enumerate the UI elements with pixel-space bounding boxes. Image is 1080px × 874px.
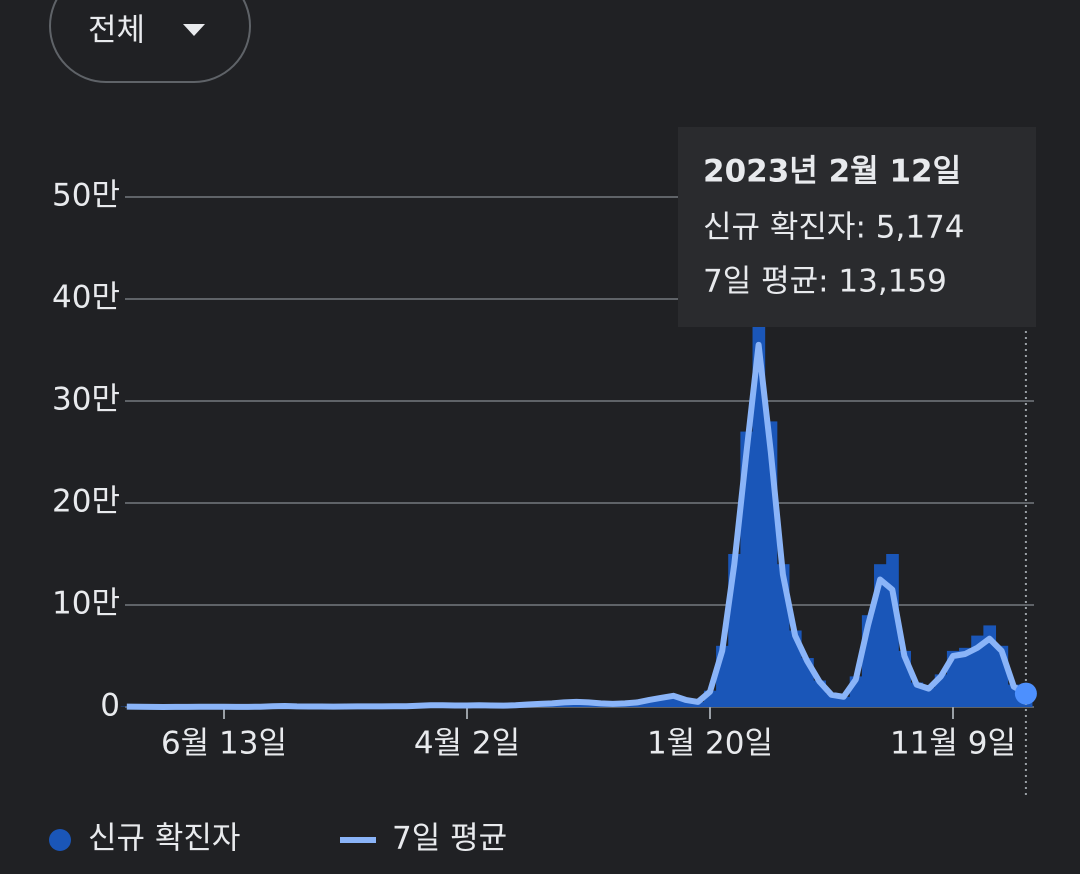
filter-dropdown[interactable]	[49, 0, 251, 83]
x-tick-label: 11월 9일	[890, 726, 1016, 762]
x-tick-label: 1월 20일	[647, 726, 773, 762]
tooltip-line: 7일 평균: 13,159	[703, 264, 947, 300]
bar	[655, 697, 668, 707]
y-tick-label: 50만	[52, 178, 120, 214]
bar	[837, 696, 851, 707]
y-tick-label: 0	[100, 688, 120, 724]
x-tick-label: 4월 2일	[414, 726, 520, 762]
legend-label: 신규 확진자	[88, 821, 240, 857]
x-tick-label: 6월 13일	[161, 726, 287, 762]
bar	[679, 699, 693, 707]
y-tick-label: 30만	[52, 382, 120, 418]
average-line	[126, 341, 1028, 710]
y-tick-label: 20만	[52, 484, 120, 520]
hover-dot	[1014, 682, 1037, 705]
bar	[922, 687, 936, 707]
bar	[643, 699, 656, 707]
tooltip-line: 신규 확진자: 5,174	[703, 210, 965, 246]
tooltip-title: 2023년 2월 12일	[703, 154, 961, 190]
filter-label[interactable]: 전체	[88, 13, 145, 49]
legend-label: 7일 평균	[392, 821, 507, 857]
dropdown-arrow	[183, 24, 205, 36]
legend-swatch	[49, 829, 71, 851]
tooltip-box	[678, 127, 1036, 327]
y-tick-label: 10만	[52, 586, 120, 622]
y-tick-label: 40만	[52, 280, 120, 316]
bar	[667, 695, 681, 707]
bar	[959, 647, 972, 707]
bar	[971, 635, 984, 707]
